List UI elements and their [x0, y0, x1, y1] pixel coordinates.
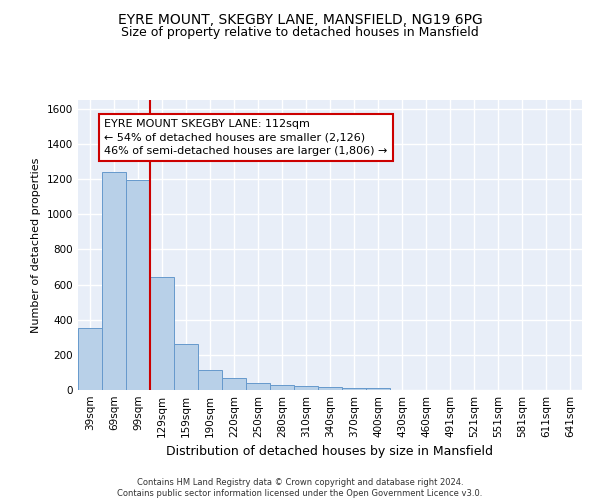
- Bar: [126, 180, 150, 390]
- Bar: [318, 388, 342, 390]
- Bar: [198, 370, 222, 390]
- Bar: [342, 388, 366, 390]
- Bar: [270, 384, 294, 390]
- Text: Contains HM Land Registry data © Crown copyright and database right 2024.
Contai: Contains HM Land Registry data © Crown c…: [118, 478, 482, 498]
- Bar: [78, 328, 102, 390]
- Bar: [246, 383, 270, 390]
- Y-axis label: Number of detached properties: Number of detached properties: [31, 158, 41, 332]
- Text: Size of property relative to detached houses in Mansfield: Size of property relative to detached ho…: [121, 26, 479, 39]
- Bar: [366, 388, 390, 390]
- Text: EYRE MOUNT, SKEGBY LANE, MANSFIELD, NG19 6PG: EYRE MOUNT, SKEGBY LANE, MANSFIELD, NG19…: [118, 12, 482, 26]
- Bar: [150, 276, 174, 390]
- Text: EYRE MOUNT SKEGBY LANE: 112sqm
← 54% of detached houses are smaller (2,126)
46% : EYRE MOUNT SKEGBY LANE: 112sqm ← 54% of …: [104, 120, 388, 156]
- Bar: [222, 378, 246, 390]
- Bar: [174, 344, 198, 390]
- X-axis label: Distribution of detached houses by size in Mansfield: Distribution of detached houses by size …: [167, 446, 493, 458]
- Bar: [294, 386, 318, 390]
- Bar: [102, 172, 126, 390]
